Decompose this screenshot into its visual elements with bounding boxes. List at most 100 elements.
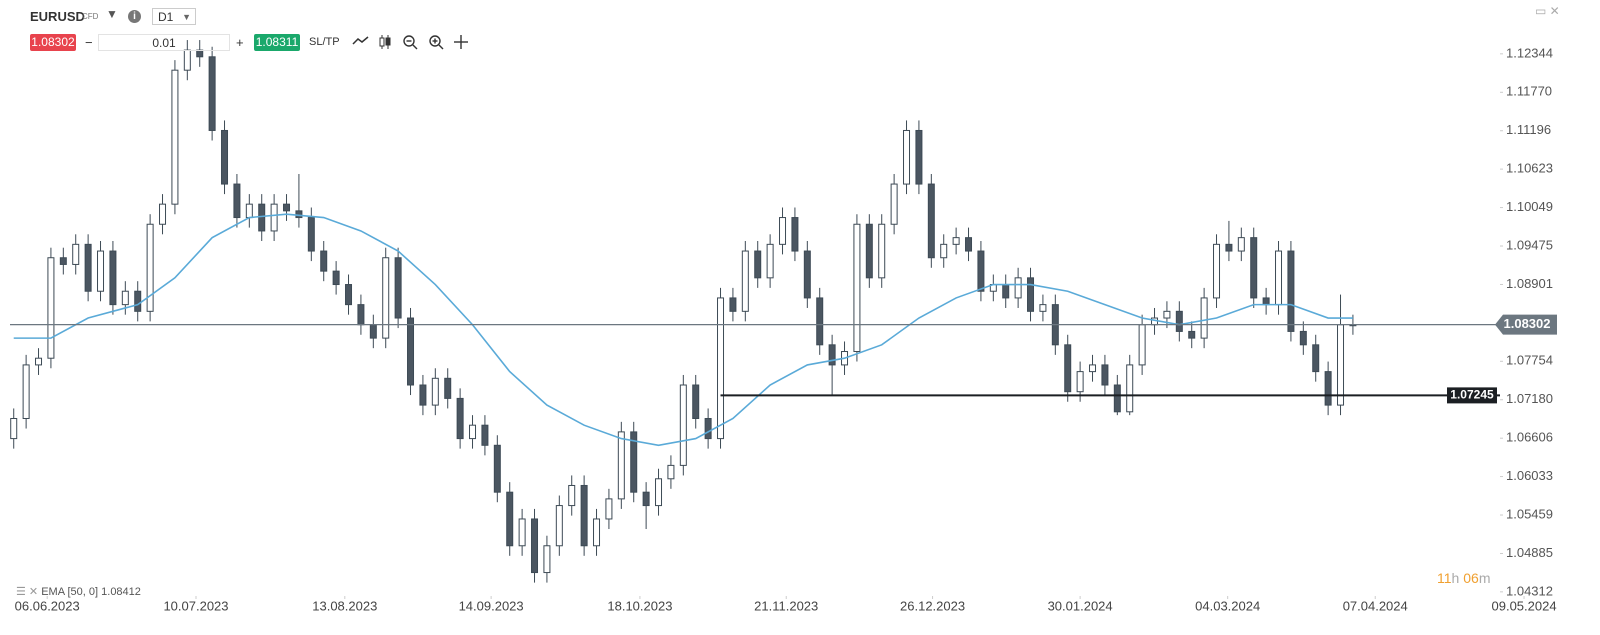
candle-body <box>704 417 712 440</box>
candle-body <box>109 250 117 306</box>
candle-body <box>1200 297 1208 339</box>
y-tick-label: 1.04885 <box>1506 545 1553 560</box>
candle-body <box>555 505 563 547</box>
candle-body <box>431 377 439 406</box>
ema-name: EMA [50, 0] <box>41 586 99 598</box>
x-tick-label: 13.08.2023 <box>312 598 377 613</box>
candle-body <box>506 491 514 547</box>
indicator-icons[interactable]: ☰ ✕ <box>16 586 42 598</box>
candle-body <box>22 364 30 419</box>
candle-body <box>382 257 390 339</box>
y-tick-label: 1.07754 <box>1506 353 1553 368</box>
support-label: 1.07245 <box>1450 388 1494 402</box>
symbol-dropdown[interactable]: ▼ <box>106 7 118 21</box>
candle-body <box>692 384 700 419</box>
candle-body <box>965 237 973 252</box>
y-tick-label: 1.11196 <box>1506 122 1551 137</box>
candle-body <box>1064 344 1072 393</box>
candle-body <box>245 203 253 219</box>
candle-body <box>171 69 179 205</box>
chart-tools <box>352 35 468 50</box>
candle-body <box>779 217 787 245</box>
price-label: 1.08302 <box>1504 316 1551 331</box>
candle-body <box>1089 364 1097 373</box>
candle-body <box>741 250 749 312</box>
candle-body <box>717 297 725 440</box>
y-tick-label: 1.07180 <box>1506 391 1553 406</box>
y-tick-label: 1.09475 <box>1506 237 1553 252</box>
candle-body <box>183 49 191 71</box>
x-tick-label: 04.03.2024 <box>1195 598 1260 613</box>
volume-input[interactable]: 0.01 <box>98 34 230 51</box>
line-tool[interactable] <box>352 36 369 45</box>
candle-body <box>1002 284 1010 299</box>
price-label-box <box>1495 314 1557 335</box>
x-tick-label: 30.01.2024 <box>1048 598 1113 613</box>
sell-button[interactable]: 1.08302 <box>30 34 76 51</box>
candle-body <box>1138 324 1146 366</box>
candle-body <box>258 203 266 232</box>
volume-plus[interactable]: + <box>236 35 244 50</box>
candle-body <box>134 290 142 312</box>
candle-body <box>1262 297 1270 306</box>
candle-body <box>1101 364 1109 386</box>
candle-timer: 11h 06m <box>1437 570 1490 586</box>
candle-body <box>1312 344 1320 373</box>
info-icon[interactable]: i <box>128 10 141 23</box>
symbol[interactable]: EURUSD <box>30 9 85 24</box>
candle-body <box>1237 237 1245 252</box>
zoom-in[interactable] <box>429 35 444 50</box>
candle-body <box>816 297 824 346</box>
candle-body <box>481 424 489 446</box>
candle-body <box>208 56 216 131</box>
candle-body <box>655 478 663 507</box>
candle-body <box>59 257 67 265</box>
pan-tool[interactable] <box>454 35 468 49</box>
candle-body <box>890 183 898 225</box>
candle-body <box>283 203 291 212</box>
volume-minus[interactable]: − <box>85 35 93 50</box>
candle-body <box>853 223 861 353</box>
candle-body <box>47 257 55 359</box>
interval: D1 <box>158 10 174 24</box>
symbol-type: CFD <box>82 12 99 21</box>
candle-body <box>357 304 365 326</box>
candle-body <box>1225 243 1233 252</box>
window-controls[interactable]: ▭ ✕ <box>1535 4 1560 18</box>
candle-body <box>295 210 303 219</box>
interval-select[interactable]: D1 ▼ <box>152 8 196 25</box>
candle-body <box>828 344 836 366</box>
candle-body <box>754 250 762 279</box>
candle-body <box>1250 237 1258 299</box>
timer-h: h <box>1451 570 1460 586</box>
candle-body <box>679 384 687 466</box>
x-tick-label: 18.10.2023 <box>607 598 672 613</box>
y-tick-label: 1.06606 <box>1506 430 1553 445</box>
candle-body <box>221 129 229 185</box>
candle-body <box>1275 250 1283 306</box>
candle-body <box>1188 330 1196 339</box>
candle-body <box>630 431 638 493</box>
candle-body <box>307 217 315 252</box>
candle-body <box>1163 310 1171 319</box>
candle-body <box>456 397 464 440</box>
zoom-out[interactable] <box>403 35 418 50</box>
buy-button[interactable]: 1.08311 <box>254 34 300 51</box>
y-tick-label: 1.12344 <box>1506 45 1553 60</box>
candle-body <box>927 183 935 259</box>
candle-body <box>543 545 551 574</box>
sltp-button[interactable]: SL/TP <box>309 36 340 48</box>
candle-body <box>952 237 960 245</box>
y-tick-label: 1.10623 <box>1506 161 1553 176</box>
candle-body <box>729 297 737 312</box>
x-tick-label: 09.05.2024 <box>1492 598 1557 613</box>
candle-body <box>667 464 675 480</box>
candle-body <box>605 498 613 520</box>
candle-body <box>320 250 328 272</box>
candle-body <box>593 518 601 547</box>
candle-body <box>146 223 154 312</box>
candle-body <box>1324 371 1332 406</box>
candle-tool[interactable] <box>379 35 391 49</box>
candle-body <box>121 290 129 306</box>
